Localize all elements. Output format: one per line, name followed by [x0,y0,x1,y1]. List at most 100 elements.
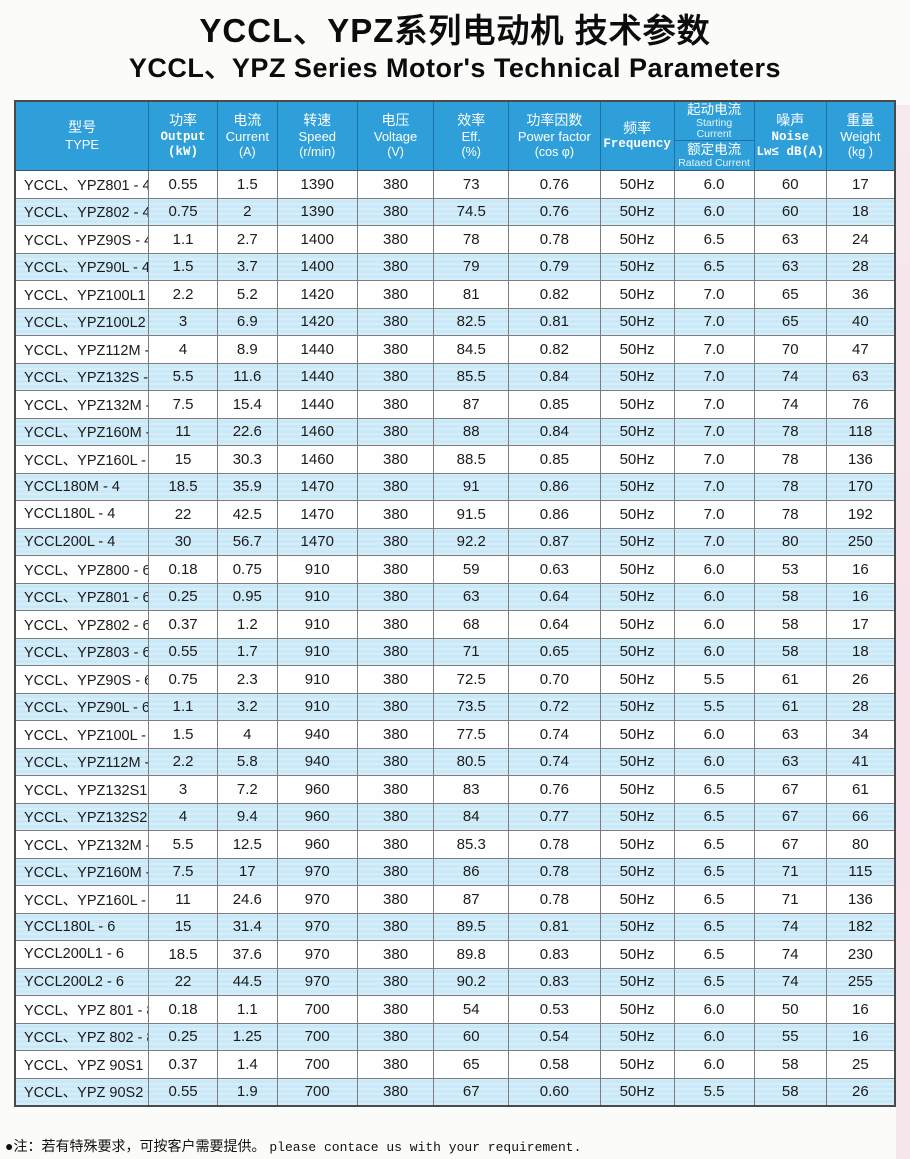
cell-type: YCCL200L1 - 6 [14,940,150,969]
cell-weight: 118 [825,417,896,446]
column-header-noise: 噪声 Noise Lw≤ dB(A) [753,101,827,171]
cell-output: 0.18 [148,555,218,584]
cell-voltage: 380 [356,280,435,309]
cell-frequency: 50Hz [599,280,675,309]
cell-voltage: 380 [356,967,435,996]
cell-frequency: 50Hz [599,885,675,914]
table-row: YCCL、YPZ802 - 4 0.75 2 1390 380 74.5 0.76 50Hz 6… [14,197,896,226]
cell-current: 0.75 [216,555,278,584]
table-header-row: 型号 TYPE 功率 Output (kW) 电流 Current (A) 转速 Speed (r/… [15,101,895,171]
footnote-english-text: please contace us with your requirement. [269,1140,582,1155]
cell-efficiency: 72.5 [433,665,510,694]
cell-efficiency: 87 [433,885,510,914]
cell-weight: 115 [825,857,896,886]
cell-starting-current: 6.0 [673,197,755,226]
column-header-weight: 重量 Weight (kg ) [825,101,895,171]
cell-type: YCCL、YPZ801 - 4 [14,170,150,199]
cell-speed: 910 [276,582,358,611]
cell-efficiency: 77.5 [433,720,510,749]
cell-speed: 910 [276,610,358,639]
cell-power-factor: 0.78 [508,225,601,254]
cell-noise: 65 [753,307,827,336]
cell-weight: 76 [825,390,896,419]
cell-frequency: 50Hz [599,775,675,804]
cell-speed: 960 [276,775,358,804]
cell-starting-current: 6.0 [673,610,755,639]
cell-weight: 170 [825,472,896,501]
cell-speed: 700 [276,1022,358,1051]
cell-output: 3 [148,775,218,804]
cell-efficiency: 89.5 [433,912,510,941]
table-row: YCCL180L - 6 15 31.4 970 380 89.5 0.81 50Hz 6.5 7… [14,912,896,941]
cell-voltage: 380 [356,555,435,584]
cell-output: 22 [148,500,218,529]
cell-power-factor: 0.76 [508,775,601,804]
cell-current: 12.5 [216,830,278,859]
cell-voltage: 380 [356,665,435,694]
cell-starting-current: 6.0 [673,720,755,749]
cell-type: YCCL180L - 6 [14,912,150,941]
table-row: YCCL200L2 - 6 22 44.5 970 380 90.2 0.83 50Hz 6.5… [14,967,896,996]
cell-power-factor: 0.85 [508,390,601,419]
cell-weight: 61 [825,775,896,804]
column-header-speed: 转速 Speed (r/min) [276,101,358,171]
cell-noise: 61 [753,665,827,694]
table-row: YCCL、YPZ802 - 6 0.37 1.2 910 380 68 0.64 50Hz 6.… [14,610,896,639]
cell-noise: 78 [753,417,827,446]
cell-speed: 970 [276,857,358,886]
cell-weight: 26 [825,1077,896,1107]
cell-efficiency: 91 [433,472,510,501]
cell-starting-current: 7.0 [673,362,755,391]
cell-weight: 34 [825,720,896,749]
cell-frequency: 50Hz [599,665,675,694]
cell-weight: 28 [825,252,896,281]
cell-weight: 28 [825,692,896,721]
cell-voltage: 380 [356,582,435,611]
cell-frequency: 50Hz [599,417,675,446]
cell-starting-current: 7.0 [673,390,755,419]
table-row: YCCL、YPZ800 - 6 0.18 0.75 910 380 59 0.63 50Hz 6… [14,555,896,584]
column-header-type: 型号 TYPE [15,101,149,171]
cell-power-factor: 0.86 [508,500,601,529]
cell-frequency: 50Hz [599,637,675,666]
cell-starting-current: 5.5 [673,665,755,694]
table-row: YCCL、YPZ112M - 6 2.2 5.8 940 380 80.5 0.74 50Hz… [14,747,896,776]
cell-efficiency: 88.5 [433,445,510,474]
cell-output: 15 [148,912,218,941]
cell-power-factor: 0.65 [508,637,601,666]
cell-power-factor: 0.81 [508,912,601,941]
cell-starting-current: 6.5 [673,912,755,941]
cell-frequency: 50Hz [599,1077,675,1107]
cell-output: 11 [148,885,218,914]
cell-speed: 910 [276,665,358,694]
cell-type: YCCL、YPZ90L - 6 [14,692,150,721]
cell-frequency: 50Hz [599,472,675,501]
cell-noise: 71 [753,885,827,914]
cell-current: 1.9 [216,1077,278,1107]
cell-current: 1.7 [216,637,278,666]
cell-frequency: 50Hz [599,335,675,364]
cell-power-factor: 0.78 [508,885,601,914]
cell-speed: 700 [276,1077,358,1107]
cell-weight: 16 [825,1022,896,1051]
cell-speed: 1470 [276,527,358,556]
cell-current: 22.6 [216,417,278,446]
cell-power-factor: 0.54 [508,1022,601,1051]
table-row: YCCL、YPZ160L - 6 11 24.6 970 380 87 0.78 50Hz 6.… [14,885,896,914]
cell-output: 1.5 [148,720,218,749]
cell-efficiency: 80.5 [433,747,510,776]
cell-noise: 60 [753,197,827,226]
cell-voltage: 380 [356,1077,435,1107]
cell-efficiency: 60 [433,1022,510,1051]
cell-weight: 36 [825,280,896,309]
cell-frequency: 50Hz [599,170,675,199]
cell-power-factor: 0.74 [508,720,601,749]
cell-frequency: 50Hz [599,747,675,776]
cell-current: 5.8 [216,747,278,776]
cell-weight: 136 [825,445,896,474]
cell-frequency: 50Hz [599,830,675,859]
cell-type: YCCL、YPZ132M - 4 [14,390,150,419]
cell-starting-current: 7.0 [673,472,755,501]
cell-speed: 1390 [276,197,358,226]
cell-type: YCCL180L - 4 [14,500,150,529]
